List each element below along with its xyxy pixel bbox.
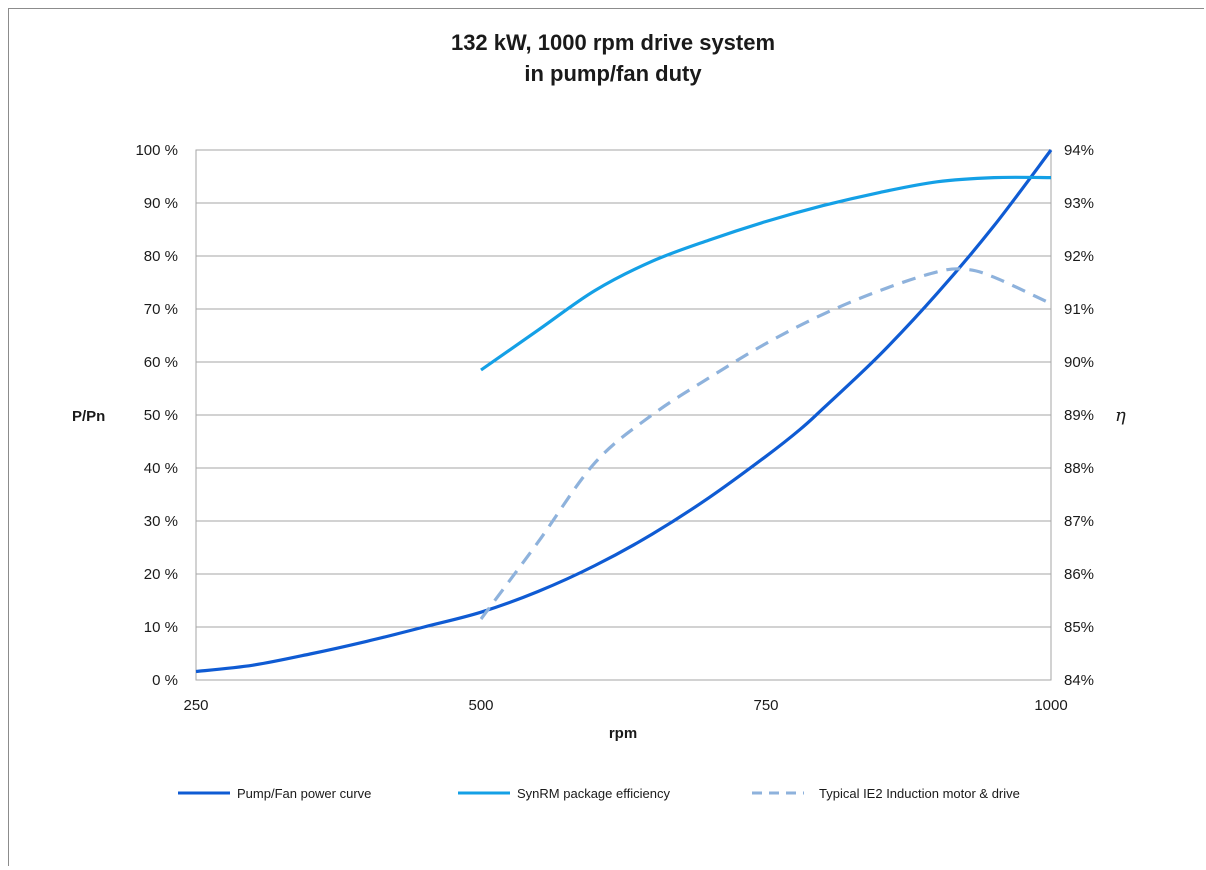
left-tick-label: 40 % — [144, 460, 178, 477]
left-tick-label: 60 % — [144, 354, 178, 371]
x-tick-label: 750 — [753, 697, 778, 714]
ie2-efficiency-curve — [479, 267, 1052, 620]
right-tick-label: 84% — [1064, 672, 1094, 689]
left-tick-label: 50 % — [144, 407, 178, 424]
gridlines — [196, 149, 1051, 681]
pump-fan-power-curve — [195, 149, 1053, 674]
left-tick-label: 30 % — [144, 513, 178, 530]
legend-label-ie2: Typical IE2 Induction motor & drive — [819, 786, 1020, 801]
x-tick-label: 500 — [468, 697, 493, 714]
left-tick-label: 20 % — [144, 566, 178, 583]
chart-subtitle: in pump/fan duty — [524, 61, 702, 86]
x-tick-label: 250 — [183, 697, 208, 714]
right-tick-label: 90% — [1064, 354, 1094, 371]
right-tick-label: 94% — [1064, 142, 1094, 159]
legend-label-synrm: SynRM package efficiency — [517, 786, 670, 801]
x-axis-title: rpm — [609, 725, 637, 742]
right-tick-label: 86% — [1064, 566, 1094, 583]
right-tick-label: 92% — [1064, 248, 1094, 265]
left-tick-label: 90 % — [144, 195, 178, 212]
right-tick-label: 87% — [1064, 513, 1094, 530]
left-tick-label: 80 % — [144, 248, 178, 265]
plot-area — [195, 149, 1052, 681]
right-tick-label: 85% — [1064, 619, 1094, 636]
y-axis-title: P/Pn — [72, 408, 105, 425]
x-tick-label: 1000 — [1034, 697, 1067, 714]
right-tick-label: 91% — [1064, 301, 1094, 318]
legend-label-pump-fan: Pump/Fan power curve — [237, 786, 371, 801]
right-axis-ticks: 84% 85% 86% 87% 88% 89% 90% 91% 92% 93% 94% — [1064, 142, 1094, 689]
legend: Pump/Fan power curve SynRM package effic… — [178, 786, 1020, 801]
chart-title: 132 kW, 1000 rpm drive system — [451, 30, 775, 55]
left-tick-label: 10 % — [144, 619, 178, 636]
chart-frame — [8, 8, 1204, 866]
left-tick-label: 70 % — [144, 301, 178, 318]
left-axis-ticks: 0 % 10 % 20 % 30 % 40 % 50 % 60 % 70 % 80 % 90 % 1… — [135, 142, 178, 689]
right-tick-label: 88% — [1064, 460, 1094, 477]
series-layer — [195, 149, 1053, 674]
synrm-efficiency-curve — [480, 175, 1052, 372]
y2-axis-title: η — [1115, 405, 1126, 426]
left-tick-label: 0 % — [152, 672, 178, 689]
left-tick-label: 100 % — [135, 142, 178, 159]
x-axis-ticks: 250 500 750 1000 — [183, 697, 1067, 714]
right-tick-label: 89% — [1064, 407, 1094, 424]
right-tick-label: 93% — [1064, 195, 1094, 212]
